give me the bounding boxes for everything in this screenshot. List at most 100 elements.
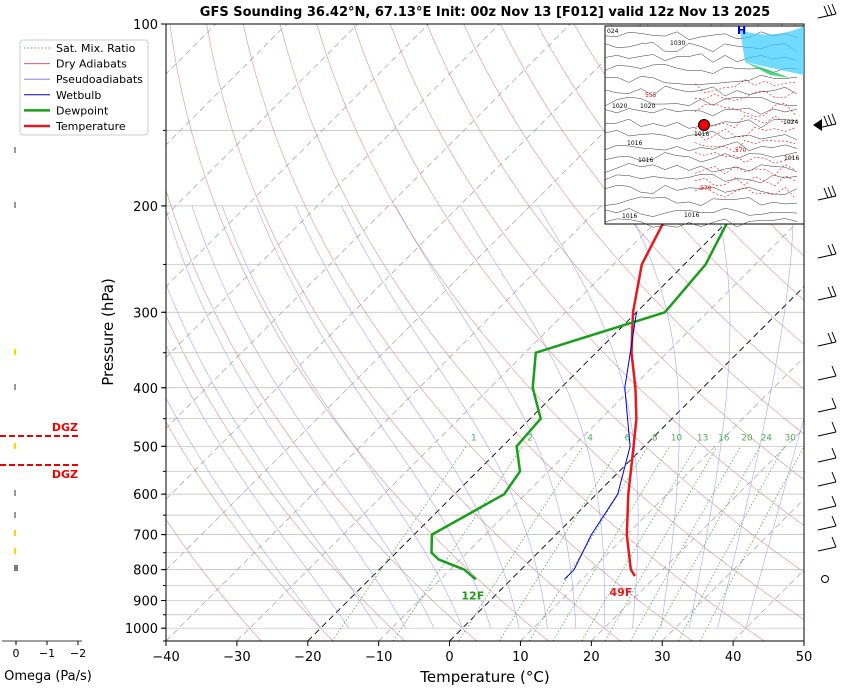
barb-flag <box>827 186 833 198</box>
barb-staff <box>817 457 837 463</box>
x-tick-label: −40 <box>152 650 179 665</box>
omega-bar <box>14 565 18 571</box>
mixing-ratio-label: 1 <box>471 434 477 444</box>
map-label: 1016 <box>638 157 653 164</box>
barb-staff <box>817 295 837 301</box>
wind-barb <box>817 243 837 259</box>
legend-label: Wetbulb <box>56 89 101 102</box>
legend-label: Sat. Mix. Ratio <box>56 42 136 55</box>
map-label: 1016 <box>694 131 709 138</box>
isotherm <box>236 73 804 641</box>
dry-adiabat <box>166 518 262 641</box>
pseudoadiabat <box>166 209 406 629</box>
barb-staff <box>817 407 837 413</box>
map-contour <box>604 130 798 140</box>
omega-bar <box>14 349 16 355</box>
barb-flag <box>827 114 833 126</box>
map-contour <box>604 185 798 195</box>
legend-label: Dry Adiabats <box>56 58 127 71</box>
omega-tick-label: −1 <box>39 647 55 660</box>
map-label: 555 <box>645 92 657 99</box>
map-label: 024 <box>607 28 619 35</box>
x-tick-label: 10 <box>512 650 529 665</box>
map-contour <box>604 74 798 85</box>
wind-barb <box>817 3 837 19</box>
mixing-ratio-line <box>699 446 804 641</box>
barb-staff <box>817 431 837 437</box>
wind-barb <box>817 185 837 201</box>
mixing-ratio-line <box>499 446 621 641</box>
x-tick-label: 40 <box>725 650 742 665</box>
barb-staff <box>817 253 837 259</box>
mixing-ratio-label: 20 <box>741 434 753 444</box>
map-precip-green <box>745 62 790 78</box>
barb-flag <box>831 536 837 548</box>
omega-bar <box>14 443 16 449</box>
x-tick-label: −20 <box>294 650 321 665</box>
wind-barb <box>817 331 837 347</box>
pseudoadiabat <box>626 205 680 629</box>
dry-adiabat <box>166 189 477 641</box>
barb-flag <box>831 397 837 409</box>
dry-adiabat <box>426 24 804 480</box>
barb-flag <box>827 244 833 256</box>
wind-pennant <box>813 119 822 131</box>
map-height-contour <box>694 152 796 164</box>
legend: Sat. Mix. Ratio Dry Adiabats Pseudoadiabat… <box>19 39 149 136</box>
barb-flag <box>827 332 833 344</box>
wind-barbs <box>813 3 837 583</box>
dry-adiabat <box>573 24 804 301</box>
mixing-ratio-label: 13 <box>697 434 708 444</box>
dry-adiabat <box>536 24 804 345</box>
map-contour <box>604 196 798 206</box>
map-location-marker <box>698 119 710 131</box>
y-tick-label: 800 <box>133 564 158 579</box>
omega-bar <box>14 490 16 496</box>
x-tick-label: 30 <box>654 650 671 665</box>
pseudoadiabat <box>460 205 605 629</box>
mixing-ratio-label: 6 <box>624 434 630 444</box>
pseudoadiabat <box>537 205 639 629</box>
y-axis-label: Pressure (hPa) <box>99 278 117 386</box>
barb-flag <box>827 286 833 298</box>
chart-title: GFS Sounding 36.42°N, 67.13°E Init: 00z … <box>200 5 770 20</box>
wind-barb <box>817 397 837 413</box>
y-tick-label: 200 <box>133 200 158 215</box>
barb-flag <box>831 3 837 15</box>
pseudoadiabat <box>166 397 321 629</box>
isotherm <box>803 640 804 641</box>
dgz-label-bottom: DGZ <box>52 468 78 481</box>
dry-adiabat <box>166 315 406 641</box>
dry-adiabat <box>463 24 804 435</box>
y-tick-label: 700 <box>133 529 158 544</box>
mixing-ratio-line <box>604 446 718 641</box>
map-contour <box>604 107 798 117</box>
map-label: 1016 <box>684 212 699 219</box>
omega-bar <box>14 384 16 390</box>
barb-staff <box>817 13 837 19</box>
mixing-ratio-line <box>630 446 742 641</box>
pseudoadiabat <box>256 205 491 629</box>
pseudoadiabat <box>191 205 435 629</box>
omega-bar <box>14 202 16 208</box>
dry-adiabat <box>206 24 621 641</box>
isotherm <box>449 285 804 641</box>
mixing-ratio-label: 10 <box>671 434 683 444</box>
map-precip-blue <box>740 26 804 75</box>
y-tick-label: 400 <box>133 382 158 397</box>
dry-adiabat <box>500 24 804 390</box>
y-tick-label: 500 <box>133 440 158 455</box>
map-label: 1024 <box>783 119 798 126</box>
mixing-ratio-label: 2 <box>527 434 533 444</box>
pseudoadiabat <box>395 205 577 629</box>
map-contour <box>604 141 798 152</box>
wind-barb <box>817 421 837 437</box>
isotherm <box>307 144 804 641</box>
omega-tick-label: −2 <box>70 647 86 660</box>
map-label: 570 <box>735 147 747 154</box>
mixing-ratio-label: 4 <box>587 434 593 444</box>
pseudoadiabat <box>166 344 350 629</box>
map-label: H <box>737 24 746 37</box>
pseudoadiabat <box>295 205 520 629</box>
pseudoadiabat <box>745 416 804 629</box>
